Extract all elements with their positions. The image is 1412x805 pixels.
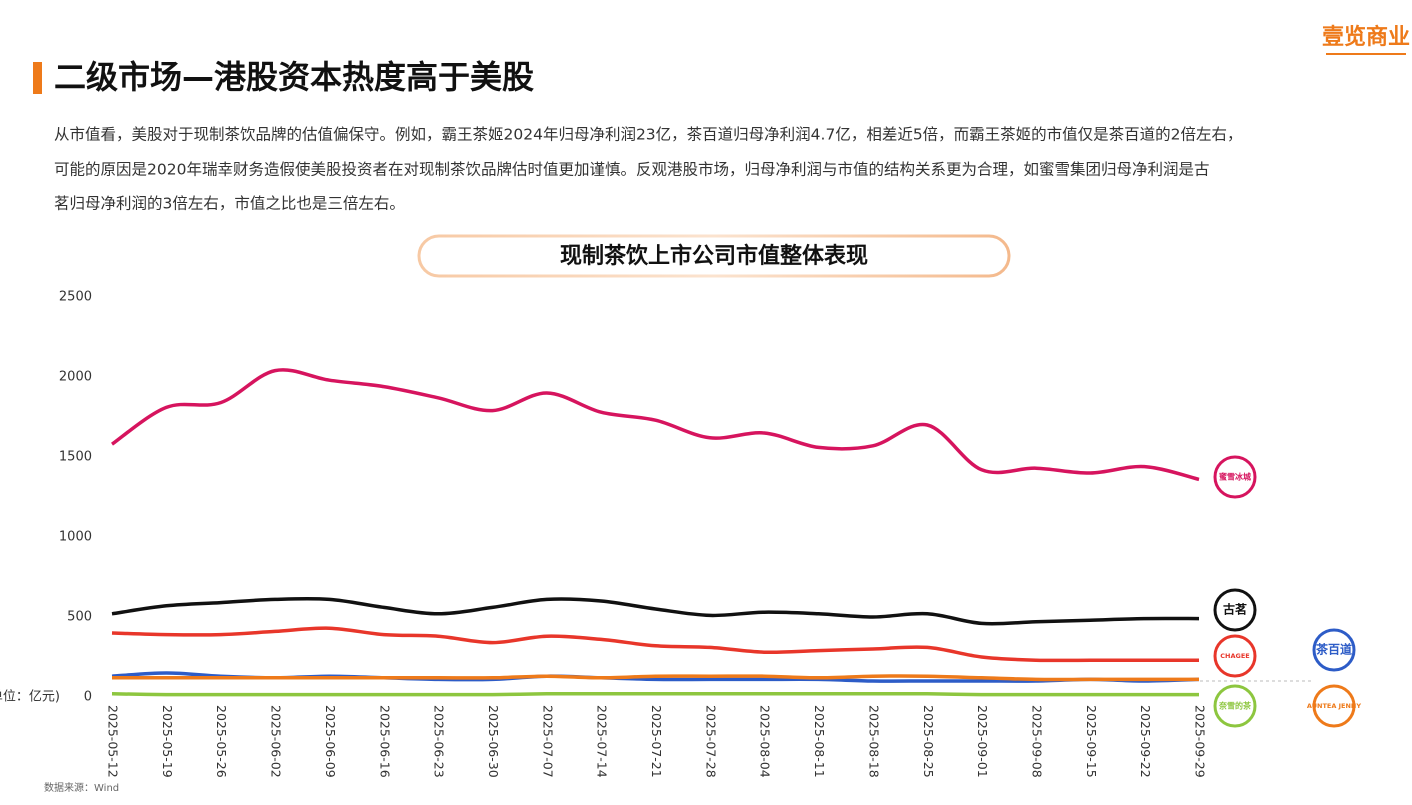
series-line xyxy=(111,691,1199,697)
x-tick-label: 2025-09-22 xyxy=(1138,705,1153,778)
y-unit: (单位：亿元) xyxy=(0,690,60,705)
legend-label: 蜜雪冰城 xyxy=(1219,472,1251,482)
legend-label: AUNTEA JENNY xyxy=(1307,702,1361,710)
y-tick-label: 2500 xyxy=(59,290,92,305)
x-tick-label: 2025-09-29 xyxy=(1193,705,1208,778)
legend-badge xyxy=(1213,588,1257,632)
x-tick-label: 2025-08-11 xyxy=(812,705,827,778)
legend-badge xyxy=(1312,684,1356,728)
chart-title-box xyxy=(417,234,1011,278)
legend-badge xyxy=(1312,628,1356,672)
y-tick-label: 500 xyxy=(67,610,92,625)
x-tick-label: 2025-08-25 xyxy=(921,705,936,778)
y-tick-label: 1500 xyxy=(59,450,92,465)
x-tick-label: 2025-09-15 xyxy=(1084,705,1099,778)
legend-label: 奈雪的茶 xyxy=(1218,701,1252,711)
series-line xyxy=(110,368,1200,482)
paragraph-line: 可能的原因是2020年瑞幸财务造假使美股投资者在对现制茶饮品牌估时值更加谨慎。反… xyxy=(54,161,1209,179)
x-tick-label: 2025-07-14 xyxy=(595,705,610,778)
x-tick-label: 2025-06-16 xyxy=(377,705,392,778)
paragraph-line: 从市值看，美股对于现制茶饮品牌的估值偏保守。例如，霸王茶姬2024年归母净利润2… xyxy=(54,126,1243,144)
x-tick-label: 2025-08-04 xyxy=(758,705,773,778)
series-line xyxy=(111,626,1199,663)
chart-title: 现制茶饮上市公司市值整体表现 xyxy=(560,243,868,269)
logo: 壹览商业 xyxy=(1322,24,1410,50)
x-tick-label: 2025-06-23 xyxy=(432,705,447,778)
y-tick-label: 2000 xyxy=(59,370,92,385)
title-marker xyxy=(33,62,42,94)
series-line xyxy=(111,674,1199,682)
y-tick-label: 0 xyxy=(84,690,92,705)
legend-badge xyxy=(1213,684,1257,728)
x-tick-label: 2025-09-01 xyxy=(975,705,990,778)
x-tick-label: 2025-09-08 xyxy=(1029,705,1044,778)
x-tick-label: 2025-06-09 xyxy=(323,705,338,778)
x-tick-label: 2025-07-28 xyxy=(703,705,718,778)
y-tick-label: 1000 xyxy=(59,530,92,545)
series-line xyxy=(111,596,1200,626)
x-tick-label: 2025-06-02 xyxy=(269,705,284,778)
legend-label: 古茗 xyxy=(1223,602,1247,617)
x-tick-label: 2025-05-12 xyxy=(106,705,121,778)
legend-badge xyxy=(1213,455,1257,499)
x-tick-label: 2025-07-21 xyxy=(649,705,664,778)
x-tick-label: 2025-05-26 xyxy=(214,705,229,778)
x-tick-label: 2025-05-19 xyxy=(160,705,175,778)
x-tick-label: 2025-08-18 xyxy=(866,705,881,778)
paragraph-line: 茗归母净利润的3倍左右，市值之比也是三倍左右。 xyxy=(54,195,405,213)
legend-label: 茶百道 xyxy=(1315,642,1352,657)
legend-label: CHAGEE xyxy=(1220,652,1249,660)
source: 数据来源：Wind xyxy=(44,781,119,794)
x-tick-label: 2025-07-07 xyxy=(540,705,555,778)
x-tick-label: 2025-06-30 xyxy=(486,705,501,778)
legend-badge xyxy=(1213,634,1257,678)
page-title: 二级市场—港股资本热度高于美股 xyxy=(54,58,534,96)
